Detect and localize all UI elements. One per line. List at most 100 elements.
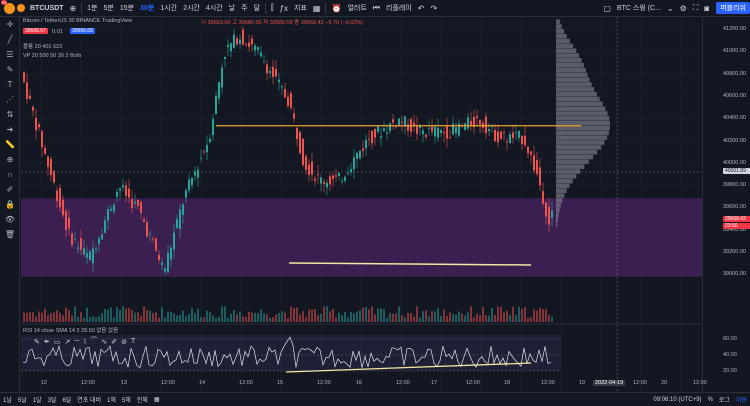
redo-icon[interactable]: ↷ (430, 3, 438, 13)
cursor-icon[interactable]: ➜ (6, 125, 14, 134)
indicators-button[interactable]: 지표 (294, 5, 307, 12)
timeframe-7[interactable]: 날 (228, 5, 236, 12)
candle-body (80, 238, 82, 250)
range-3[interactable]: 3달 (47, 398, 57, 404)
trendline-icon[interactable]: ╱ (7, 35, 13, 44)
vp-indicator-legend: VP 20 500 50 30 2 Both (23, 53, 82, 59)
undo-icon[interactable]: ↶ (417, 3, 425, 13)
timeframe-group: 1분 5분 15분 30분 1시간 2시간 4시간 날 주 달 (84, 3, 263, 13)
timeframe-4[interactable]: 1시간 (160, 5, 178, 12)
text-icon[interactable]: T (7, 80, 13, 89)
stay-drawing-icon[interactable]: ✐ (6, 185, 14, 194)
publish-button[interactable]: 퍼블리쉬 (716, 2, 750, 14)
chart-canvas[interactable] (21, 17, 702, 392)
range-0[interactable]: 1날 (3, 398, 12, 404)
drawing-toolbar: ✛ ╱ ☰ ✎ T ⋰ ⇅ ➜ 📏 ⊕ ∩ ✐ 🔒 👁 🗑 (0, 17, 20, 392)
symbol-search[interactable]: BTCUSDT (30, 4, 64, 12)
candle-body (125, 185, 127, 196)
range-7[interactable]: 5해 (121, 398, 131, 404)
volume-bar (230, 313, 232, 322)
add-symbol-icon[interactable]: ⊕ (69, 3, 77, 13)
trash-icon[interactable]: 🗑 (4, 230, 16, 239)
pencil-icon[interactable]: ✎ (34, 339, 40, 346)
pattern-icon[interactable]: ⋰ (6, 95, 14, 104)
zoom-icon[interactable]: ⊕ (6, 155, 14, 164)
candle-body (62, 199, 64, 216)
chart-pane[interactable]: Bitcoin / TetherUS 30 BINANCE TradingVie… (21, 17, 702, 392)
pen-icon[interactable]: ✒ (43, 339, 50, 346)
lock-icon[interactable]: 🔒 (5, 200, 15, 209)
brush2-icon[interactable]: ✐ (111, 339, 118, 346)
camera-icon[interactable]: ◙ (704, 3, 710, 13)
fullscreen-icon[interactable]: ⛶ (692, 3, 699, 12)
bid-price[interactable]: 39666.67 (23, 28, 48, 34)
time-axis[interactable]: 12 12:00 13 12:00 14 12:00 15 12:00 16 12:00 17 12:… (21, 380, 707, 392)
watchlist-layout[interactable]: BTC 스윙 (C... (616, 5, 661, 12)
ask-price[interactable]: 39666.68 (70, 28, 95, 34)
line-icon[interactable]: ─ (74, 338, 80, 345)
volume-bar (326, 306, 328, 322)
templates-icon[interactable]: ▦ (312, 3, 321, 13)
calendar-icon[interactable]: ▦ (153, 397, 160, 403)
percent-toggle[interactable]: % (707, 396, 713, 403)
timeframe-1[interactable]: 5분 (103, 5, 114, 12)
volume-bar (65, 307, 67, 322)
candle-body (233, 34, 235, 48)
path-icon[interactable]: ⌇ (83, 339, 87, 346)
volume-bar (479, 315, 481, 322)
volume-bar (455, 314, 457, 322)
timeframe-0[interactable]: 1분 (87, 5, 98, 12)
timeframe-6[interactable]: 4시간 (205, 5, 223, 12)
candle-type-icon[interactable]: ⫿ (271, 3, 274, 12)
volume-bar (395, 313, 397, 322)
settings2-icon[interactable]: ⊘ (121, 339, 127, 346)
log-toggle[interactable]: 로그 (718, 398, 730, 404)
fib-icon[interactable]: ☰ (6, 50, 14, 59)
timeframe-5[interactable]: 2시간 (183, 5, 200, 12)
curve-icon[interactable]: ∿ (101, 339, 108, 346)
candle-body (140, 202, 142, 213)
price-axis[interactable]: 41200.00 41000.00 40800.00 40600.00 40400.00… (702, 17, 750, 392)
timeframe-8[interactable]: 주 (241, 5, 248, 12)
replay-button[interactable]: 리플레이 (385, 5, 412, 12)
forecast-icon[interactable]: ⇅ (6, 110, 14, 119)
alert-button[interactable]: 얼러트 (347, 5, 367, 12)
volume-bar (215, 317, 217, 322)
range-2[interactable]: 1달 (32, 398, 42, 404)
timeframe-2[interactable]: 15분 (119, 5, 135, 12)
brush-icon[interactable]: ✎ (6, 65, 14, 74)
alert-icon[interactable]: ⏰ (331, 3, 342, 13)
timeframe-3[interactable]: 30분 (140, 5, 155, 12)
settings-icon[interactable]: ⚙ (679, 3, 687, 13)
replay-icon[interactable]: ⏮ (372, 3, 380, 12)
range-8[interactable]: 전체 (136, 398, 148, 404)
volume-bar (128, 308, 130, 322)
candle-body (521, 135, 523, 145)
price-label: 40000.00 (723, 159, 746, 166)
indicators-icon[interactable]: ƒx (279, 3, 289, 13)
hide-icon[interactable]: 👁 (4, 215, 16, 224)
range-4[interactable]: 6달 (62, 398, 72, 404)
candle-body (515, 132, 517, 133)
clock-display[interactable]: 09:06:10 (UTC+9) (653, 396, 702, 403)
timeframe-9[interactable]: 달 (253, 5, 261, 12)
range-6[interactable]: 1해 (107, 398, 116, 404)
ruler-icon[interactable]: 📏 (5, 140, 15, 149)
polyline-icon[interactable]: ⏜ (90, 338, 98, 345)
range-5[interactable]: 연초 대비 (77, 398, 102, 404)
magnet-icon[interactable]: ∩ (7, 170, 13, 179)
range-1[interactable]: 5날 (17, 398, 27, 404)
crosshair-icon[interactable]: ✛ (6, 20, 14, 29)
arrow-icon[interactable]: ↗ (64, 339, 71, 346)
candle-body (389, 123, 391, 132)
price-label: 39000.00 (723, 271, 746, 278)
user-avatar[interactable]: 99 (1, 0, 15, 14)
highlighter-icon[interactable]: ▭ (53, 339, 61, 346)
chevron-down-icon[interactable]: ⌄ (666, 3, 674, 13)
auto-toggle[interactable]: 자동 (735, 398, 747, 404)
candle-body (404, 116, 406, 127)
layout-icon[interactable]: ▢ (603, 3, 611, 13)
text2-icon[interactable]: T (131, 338, 136, 345)
candle-body (446, 125, 448, 139)
